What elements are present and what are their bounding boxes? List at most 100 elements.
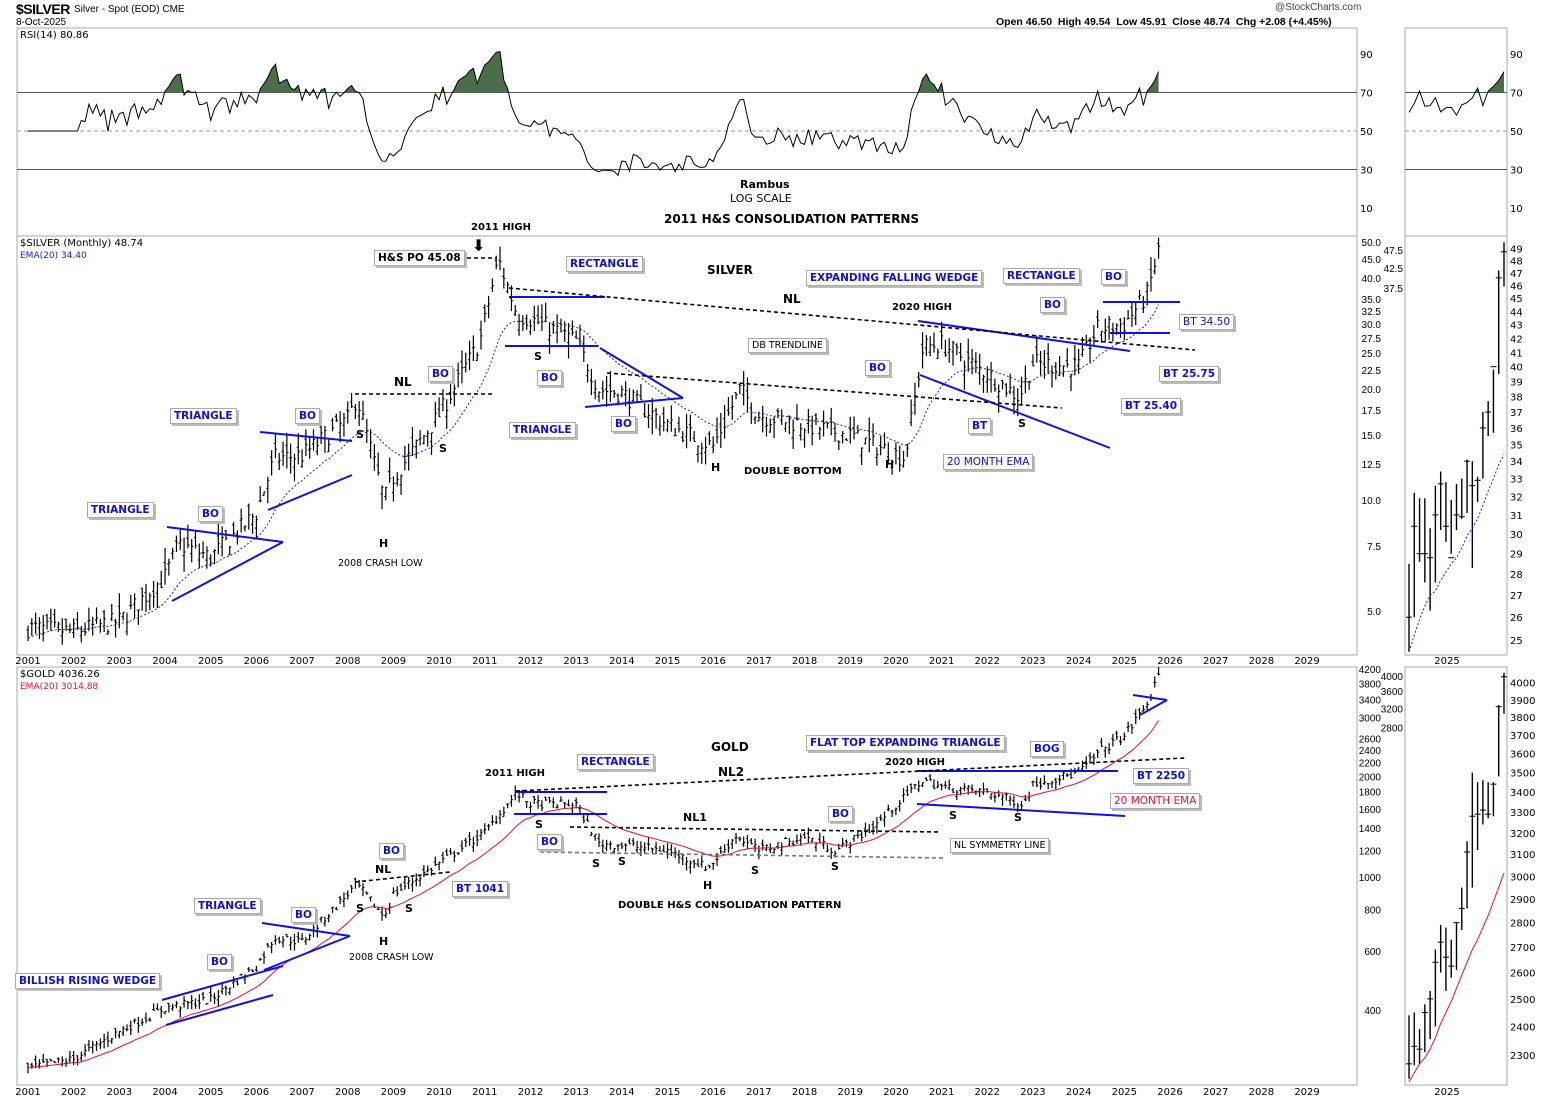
- x-tick-label: 2008: [335, 1087, 360, 1098]
- y-tick-label: 3600: [1381, 687, 1404, 698]
- pattern-trendline: [261, 922, 351, 937]
- x-tick-label: 2002: [61, 656, 86, 667]
- symbol: $SILVER: [16, 1, 70, 17]
- rsi-tick-label: 50: [1510, 127, 1523, 138]
- x-tick-label: 2003: [107, 1087, 132, 1098]
- shoulder-label: S: [356, 902, 364, 915]
- x-tick-label: 2009: [381, 656, 406, 667]
- y-tick-label: 25.0: [1362, 349, 1382, 360]
- y-tick-label: 15.0: [1362, 431, 1382, 442]
- x-tick-label: 2017: [746, 1087, 771, 1098]
- bog-label: BOG: [1030, 741, 1064, 757]
- pattern-trendline: [259, 431, 353, 442]
- panel-frame: [1404, 27, 1508, 237]
- y-tick-label: 17.5: [1362, 406, 1382, 417]
- gold-bo-label: BO: [207, 954, 232, 970]
- y-tick-label: 2900: [1510, 895, 1535, 906]
- shoulder-label: S: [949, 809, 957, 822]
- rsi-tick-label: 10: [1360, 204, 1373, 215]
- x-tick-label: 2001: [15, 656, 40, 667]
- pattern-trendline: [599, 347, 684, 399]
- y-tick-label: 2200: [1359, 759, 1382, 770]
- shoulder-label: S: [592, 857, 600, 870]
- rsi-tick-label: 50: [1360, 127, 1373, 138]
- silver-2011-high: 2011 HIGH: [471, 222, 531, 233]
- y-tick-label: 49: [1510, 245, 1523, 256]
- arrow-down-icon: ⬇: [472, 236, 486, 255]
- rsi-tick-label: 90: [1360, 50, 1373, 61]
- silver-triangle-label: TRIANGLE: [170, 408, 237, 424]
- neckline-dashed: [569, 826, 941, 833]
- gold-triangle-label: TRIANGLE: [194, 898, 261, 914]
- shoulder-label: S: [751, 864, 759, 877]
- efw-label: EXPANDING FALLING WEDGE: [806, 270, 983, 286]
- head-label: H: [379, 537, 389, 550]
- neckline-dashed: [508, 287, 1196, 351]
- y-tick-label: 400: [1364, 1006, 1381, 1017]
- y-tick-label: 34: [1510, 457, 1523, 468]
- x-tick-label: 2010: [426, 656, 451, 667]
- x-tick-label: 2026: [1157, 1087, 1182, 1098]
- x-tick-label: 2005: [198, 1087, 223, 1098]
- y-tick-label: 3200: [1510, 829, 1535, 840]
- y-tick-label: 12.5: [1362, 460, 1382, 471]
- pattern-trendline: [1139, 699, 1168, 716]
- bt-2540-label: BT 25.40: [1121, 398, 1182, 414]
- y-tick-label: 22.5: [1362, 366, 1382, 377]
- silver-bo-label: BO: [428, 366, 453, 382]
- silver-2020-high: 2020 HIGH: [892, 302, 952, 313]
- silver-bo-label: BO: [537, 370, 562, 386]
- silver-bo-label: BO: [611, 416, 636, 432]
- y-tick-label: 32: [1510, 492, 1523, 503]
- y-tick-label: 50.0: [1362, 238, 1382, 249]
- silver-nl-2008: NL: [394, 375, 412, 389]
- y-tick-label: 42: [1510, 334, 1523, 345]
- silver-bars: [26, 237, 1161, 645]
- x-tick-label: 2013: [563, 656, 588, 667]
- x-tick-label: 2027: [1203, 656, 1228, 667]
- shoulder-label: S: [534, 350, 542, 363]
- x-tick-label: 2019: [838, 1087, 863, 1098]
- shoulder-label: S: [1014, 811, 1022, 824]
- silver-ema-label: 20 MONTH EMA: [943, 454, 1034, 470]
- x-tick-label: 2013: [563, 1087, 588, 1098]
- x-tick-label: 2008: [335, 656, 360, 667]
- gold-bo-label: BO: [537, 834, 562, 850]
- silver-ema-legend: EMA(20) 34.40: [20, 251, 87, 261]
- x-tick-label: 2010: [426, 1087, 451, 1098]
- shoulder-label: S: [356, 428, 364, 441]
- x-tick-label: 2004: [152, 1087, 177, 1098]
- panel-frame: [1404, 666, 1508, 1086]
- y-tick-label: 41: [1510, 348, 1523, 359]
- panel-frame: [16, 27, 1358, 237]
- silver-bo-label: BO: [1040, 297, 1065, 313]
- y-tick-label: 40.0: [1362, 274, 1382, 285]
- head-label: H: [711, 461, 721, 474]
- silver-nl: NL: [783, 292, 801, 306]
- silver-bo-label: BO: [198, 506, 223, 522]
- y-tick-label: 3300: [1510, 808, 1535, 819]
- bt-3450-label: BT 34.50: [1179, 314, 1235, 330]
- y-tick-label: 3400: [1359, 695, 1382, 706]
- y-tick-label: 27: [1510, 591, 1523, 602]
- pattern-trendline: [917, 320, 1131, 352]
- x-tick-label: 2007: [289, 1087, 314, 1098]
- x-tick-label: 2024: [1066, 1087, 1091, 1098]
- x-tick-label: 2006: [244, 656, 269, 667]
- y-tick-label: 27.5: [1362, 334, 1382, 345]
- y-tick-label: 28: [1510, 570, 1523, 581]
- rsi-tick-label: 70: [1360, 89, 1373, 100]
- y-tick-label: 3800: [1510, 713, 1535, 724]
- y-tick-label: 5.0: [1367, 607, 1381, 618]
- y-tick-label: 35: [1510, 440, 1523, 451]
- rsi-overbought-fill: [28, 51, 1159, 93]
- y-tick-label: 31: [1510, 511, 1523, 522]
- y-tick-label: 3200: [1381, 704, 1404, 715]
- y-tick-label: 43: [1510, 321, 1523, 332]
- y-tick-label: 2400: [1359, 746, 1382, 757]
- y-tick-label: 600: [1364, 947, 1381, 958]
- y-tick-label: 2800: [1381, 724, 1404, 735]
- y-tick-label: 4000: [1381, 672, 1404, 683]
- y-tick-label: 3800: [1359, 679, 1382, 690]
- y-tick-label: 37: [1510, 408, 1523, 419]
